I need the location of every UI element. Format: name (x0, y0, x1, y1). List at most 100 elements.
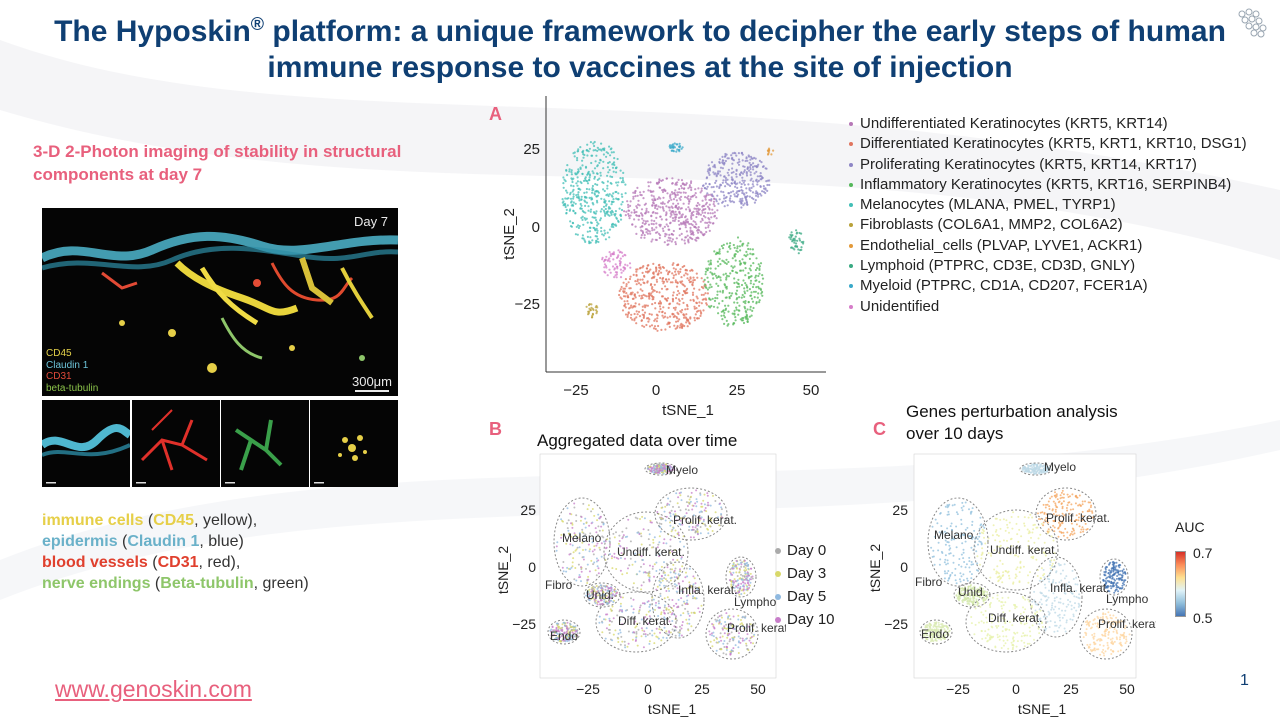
two-photon-image-graphic (42, 231, 398, 373)
auc-label: AUC (1175, 519, 1205, 535)
page-title: The Hyposkin® platform: a unique framewo… (54, 14, 1226, 84)
cell-type-item: Endothelial_cells (PLVAP, LYVE1, ACKR1) (848, 236, 1268, 256)
panel-a-xtick: 50 (803, 382, 820, 399)
cell-type-item: Proliferating Keratinocytes (KRT5, KRT14… (848, 155, 1268, 175)
cell-type-label: Fibroblasts (COL6A1, MMP2, COL6A2) (860, 216, 1123, 234)
channel-cd45: CD45 (46, 348, 72, 359)
panel-c-cluster-label: Diff. kerat. (988, 611, 1042, 625)
legend-dot-icon (775, 571, 781, 578)
channel-cd31: CD31 (46, 371, 72, 382)
day-legend-item: Day 3 (775, 562, 835, 585)
panel-c-xtick: −25 (946, 681, 970, 697)
panel-a-letter: A (489, 104, 502, 124)
channel-beta-tubulin: beta-tubulin (46, 382, 99, 394)
panel-c-cluster-label: Prolif. kerat. (1046, 511, 1110, 525)
panel-c-tsne-plot: Myelo Prolif. kerat. Melano Undiff. kera… (867, 453, 1156, 717)
panel-c-cluster-label: Myelo (1044, 460, 1076, 474)
imaging-heading: 3-D 2-Photon imaging of stability in str… (33, 142, 402, 184)
cell-type-item: Inflammatory Keratinocytes (KRT5, KRT16,… (848, 175, 1268, 195)
website-link[interactable]: www.genoskin.com (55, 676, 252, 702)
cell-type-legend: Undifferentiated Keratinocytes (KRT5, KR… (848, 114, 1268, 317)
panel-b-cluster-label: Unid. (586, 588, 614, 602)
panel-a-tsne-plot: −25 0 25 50 25 0 −25 tSNE_1 tSNE_2 (501, 96, 826, 419)
panel-b-cluster-label: Fibro (545, 578, 573, 592)
panel-b-ytick: 25 (520, 502, 536, 518)
panel-b-letter: B (489, 419, 502, 439)
legend-dot-icon (849, 304, 853, 309)
scale-bar-label: 300μm (351, 374, 392, 389)
panel-c-title: Genes perturbation analysis over 10 days (906, 401, 1118, 445)
panel-c-ytick: 0 (900, 559, 908, 575)
panel-b-tsne-plot: Myelo Prolif. kerat. Melano Undiff. kera… (496, 453, 786, 717)
legend-blood-vessels: blood vessels (CD31, red), (42, 554, 241, 571)
panel-a-xtick: 0 (652, 382, 660, 399)
legend-dot-icon (849, 122, 853, 126)
genoskin-logo-icon (1238, 8, 1267, 38)
cell-type-label: Differentiated Keratinocytes (KRT5, KRT1… (860, 135, 1247, 153)
cell-type-label: Inflammatory Keratinocytes (KRT5, KRT16,… (860, 175, 1232, 193)
panel-b-xtick: −25 (576, 681, 600, 697)
cell-type-item: Lymphoid (PTPRC, CD3E, CD3D, GNLY) (848, 256, 1268, 276)
cell-type-label: Undifferentiated Keratinocytes (KRT5, KR… (860, 115, 1168, 132)
panel-c-cluster-label: Endo (921, 627, 949, 641)
panel-c-title-line1: Genes perturbation analysis (906, 402, 1118, 421)
cell-type-label: Melanocytes (MLANA, PMEL, TYRP1) (860, 196, 1116, 214)
auc-max: 0.7 (1193, 545, 1213, 561)
panel-b-cluster-label: Endo (550, 629, 578, 643)
panel-a-xtick: 25 (729, 382, 746, 399)
legend-dot-icon (849, 142, 853, 147)
panel-c-ylabel: tSNE_2 (867, 544, 883, 592)
panel-c-cluster-label: Melano (934, 528, 974, 542)
cell-type-item: Fibroblasts (COL6A1, MMP2, COL6A2) (848, 215, 1268, 235)
color-legend: immune cells (CD45, yellow), epidermis (… (42, 510, 309, 594)
page-number: 1 (1240, 672, 1249, 689)
legend-dot-icon (849, 223, 853, 228)
panel-c-ytick: 25 (892, 502, 908, 518)
cell-type-label: Unidentified (860, 297, 940, 315)
thumbnail-beta-tubulin (221, 400, 309, 487)
day-legend-item: Day 10 (775, 608, 835, 631)
day-legend-label: Day 0 (787, 542, 827, 559)
legend-dot-icon (849, 162, 853, 167)
panel-c-letter: C (873, 419, 886, 439)
channel-legend: CD45 Claudin 1 CD31 beta-tubulin (46, 348, 98, 394)
cell-type-label: Endothelial_cells (PLVAP, LYVE1, ACKR1) (860, 236, 1143, 254)
day-legend-label: Day 3 (787, 565, 827, 582)
legend-dot-icon (849, 203, 853, 208)
panel-b-cluster-label: Undiff. kerat. (617, 545, 685, 559)
cell-type-label: Proliferating Keratinocytes (KRT5, KRT14… (860, 155, 1197, 173)
panel-b-xtick: 0 (644, 681, 652, 697)
panel-c-xtick: 25 (1063, 681, 1079, 697)
panel-a-ytick: 25 (523, 141, 540, 158)
panel-c-cluster-label: Prolif. kerat. (1098, 617, 1156, 631)
legend-dot-icon (775, 617, 781, 624)
panel-b-ytick: 0 (528, 559, 536, 575)
panel-c-cluster-label: Lympho (1106, 592, 1149, 606)
cell-type-label: Lymphoid (PTPRC, CD3E, CD3D, GNLY) (860, 257, 1136, 275)
panel-c-cluster-label: Infla. kerat. (1050, 581, 1109, 595)
panel-b-cluster-label: Prolif. kerat. (673, 513, 737, 527)
panel-a-ytick: 0 (532, 219, 540, 236)
auc-colorbar (1175, 551, 1186, 617)
auc-min: 0.5 (1193, 610, 1213, 626)
cell-type-item: Unidentified (848, 297, 1268, 317)
panel-c-cluster-label: Undiff. kerat. (990, 543, 1058, 557)
legend-immune-cells: immune cells (CD45, yellow), (42, 512, 258, 529)
panel-c-xtick: 0 (1012, 681, 1020, 697)
thumbnail-cd31 (132, 400, 220, 487)
cell-type-label: Myeloid (PTPRC, CD1A, CD207, FCER1A) (860, 277, 1148, 295)
panel-a-xlabel: tSNE_1 (662, 402, 714, 419)
panel-b-cluster-label: Diff. kerat. (618, 614, 672, 628)
day-legend-item: Day 0 (775, 539, 835, 562)
day-legend-item: Day 5 (775, 585, 835, 608)
two-photon-image: Day 7 CD45 Claudin 1 CD31 beta-tubulin 3… (42, 208, 398, 396)
thumbnail-cd45 (310, 400, 398, 487)
panel-b-cluster-label: Prolif. kerat. (727, 621, 786, 635)
panel-a-ytick: −25 (515, 296, 540, 313)
legend-nerve-endings: nerve endings (Beta-tubulin, green) (42, 575, 309, 592)
panel-b-ylabel: tSNE_2 (496, 546, 511, 594)
legend-dot-icon (775, 548, 781, 555)
panel-c-cluster-label: Unid. (958, 585, 986, 599)
legend-dot-icon (849, 284, 853, 289)
thumbnail-claudin (42, 400, 130, 487)
